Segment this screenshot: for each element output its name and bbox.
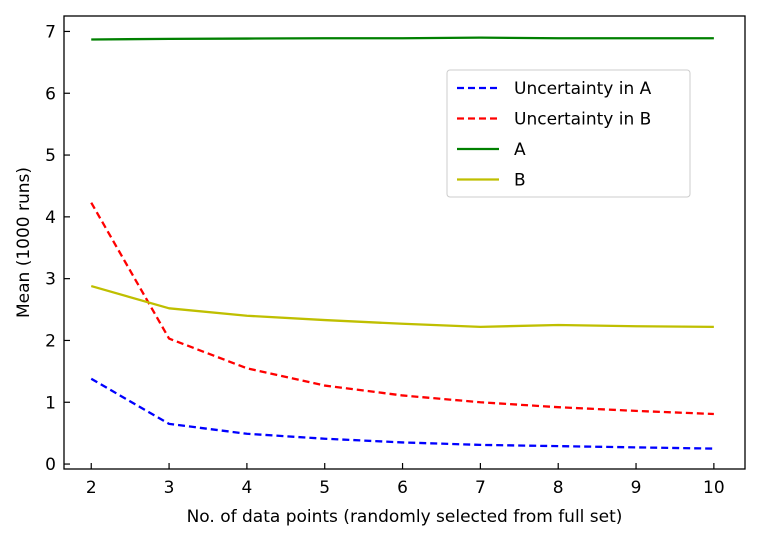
x-axis-label: No. of data points (randomly selected fr… [187,507,623,527]
y-tick-label: 5 [45,146,56,166]
legend-entry-label: Uncertainty in A [514,79,652,99]
x-tick-label: 9 [631,478,642,498]
y-tick-label: 6 [45,84,56,104]
y-tick-label: 4 [45,208,56,228]
series-line-4 [90,284,714,329]
ticks-layer: 2 3 4 5 6 7 8 9 10 0 1 2 3 4 5 6 7 [45,22,725,498]
legend-entry-label: B [514,171,526,191]
x-tick-label: 6 [397,478,408,498]
y-tick-label: 2 [45,331,56,351]
x-tick-label: 7 [475,478,486,498]
x-tick-label: 3 [164,478,175,498]
series-line-2 [90,202,714,416]
x-tick-label: 2 [86,478,97,498]
y-axis-label: Mean (1000 runs) [14,167,34,318]
legend-entry-label: Uncertainty in B [514,110,651,130]
series-line-1 [90,377,714,450]
axes-frame [63,15,746,470]
legend-box [446,69,691,198]
y-tick-label: 0 [45,455,56,475]
x-tick-label: 5 [319,478,330,498]
series-line-3 [91,36,714,41]
x-tick-label: 4 [241,478,252,498]
y-tick-label: 3 [45,270,56,290]
x-tick-label: 10 [703,478,725,498]
legend: Uncertainty in A Uncertainty in B AB [446,69,691,198]
series-layer [90,36,714,450]
y-tick-label: 1 [45,393,56,413]
x-tick-label: 8 [553,478,564,498]
y-tick-label: 7 [45,22,56,42]
legend-entry-label: A [514,140,526,160]
